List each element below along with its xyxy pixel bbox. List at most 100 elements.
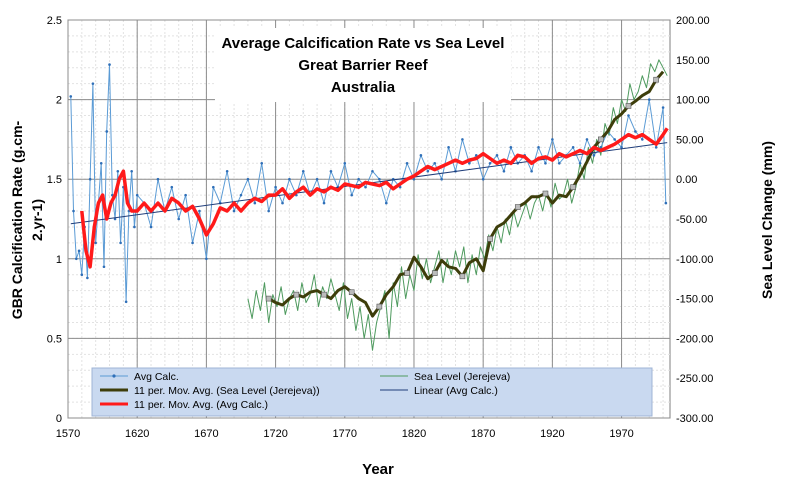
avg-calc-point [156, 177, 160, 181]
avg-calc-point [405, 161, 409, 165]
chart-title-line-1: Average Calcification Rate vs Sea Level [222, 35, 505, 52]
avg-calc-point [488, 161, 492, 165]
avg-calc-point [80, 273, 84, 277]
series-layer [69, 59, 669, 351]
x-tick-label: 1670 [194, 428, 218, 440]
y-right-tick-label: -300.00 [676, 413, 713, 425]
y-right-tick-label: -50.00 [676, 214, 707, 226]
x-tick-label: 1870 [471, 428, 495, 440]
y-left-tick-label: 0 [56, 413, 62, 425]
sea-level-ma-marker [570, 184, 576, 190]
avg-calc-point [239, 193, 243, 197]
right-axis-ticks: -300.00 -250.00 -200.00 -150.00 -100.00 -50.0… [676, 15, 713, 425]
avg-calc-point [108, 63, 111, 66]
sea-level-ma-marker [431, 270, 438, 276]
y-right-tick-label: -100.00 [676, 254, 713, 266]
avg-calc-point [502, 169, 506, 173]
avg-calc-point [212, 185, 215, 189]
avg-calc-point [72, 209, 75, 213]
y-right-tick-label: -150.00 [676, 294, 713, 306]
avg-calc-point [613, 138, 616, 141]
avg-calc-point [86, 276, 89, 280]
y-right-tick-label: 100.00 [676, 95, 710, 107]
series-line-11-per-mov-avg-sea-level-jerejeva [267, 70, 665, 318]
avg-calc-point [149, 225, 153, 229]
avg-calc-point [641, 138, 644, 141]
avg-calc-point [461, 138, 464, 141]
avg-calc-point [246, 177, 250, 181]
avg-calc-point [440, 177, 443, 181]
avg-calc-point [274, 185, 277, 189]
avg-calc-point [571, 146, 575, 149]
avg-calc-point [433, 161, 437, 165]
chart-title-line-3: Australia [331, 79, 396, 96]
avg-calc-point [99, 161, 103, 165]
avg-calc-point [544, 161, 547, 165]
avg-calc-point [557, 161, 561, 165]
avg-calc-point [384, 201, 388, 205]
legend-label: Sea Level (Jerejeva) [414, 371, 510, 383]
avg-calc-point [119, 241, 122, 245]
avg-calc-point [102, 265, 106, 269]
avg-calc-point [357, 177, 360, 181]
title-box [215, 28, 511, 102]
legend-marker [112, 374, 116, 378]
y-left-tick-label: 1 [56, 254, 62, 266]
avg-calc-point [69, 95, 73, 98]
avg-calc-point [94, 241, 97, 245]
avg-calc-point [322, 201, 326, 205]
y-right-tick-label: 200.00 [676, 15, 710, 27]
avg-calc-point [177, 217, 181, 221]
avg-calc-point [620, 146, 623, 149]
avg-calc-point [253, 201, 257, 205]
sea-level-ma-marker [459, 273, 466, 280]
x-tick-label: 1570 [56, 428, 80, 440]
avg-calc-point [661, 106, 665, 109]
avg-calc-point [116, 169, 120, 173]
avg-calc-point [495, 154, 499, 157]
avg-calc-point [350, 193, 354, 197]
avg-calc-point [288, 177, 291, 181]
avg-calc-point [551, 138, 554, 141]
avg-calc-point [267, 209, 270, 213]
avg-calc-point [481, 177, 485, 181]
x-tick-label: 1920 [540, 428, 564, 440]
avg-calc-point [198, 209, 201, 213]
avg-calc-point [419, 154, 423, 157]
y-right-tick-label: -200.00 [676, 333, 713, 345]
avg-calc-point [170, 185, 174, 189]
sea-level-ma-marker [265, 295, 272, 302]
avg-calc-point [315, 177, 319, 181]
avg-calc-point [599, 146, 603, 149]
y-left-tick-label: 2 [56, 95, 62, 107]
avg-calc-point [105, 130, 109, 133]
y-axis-left-label-line-2: 2.yr-1) [29, 199, 45, 241]
legend-box [91, 367, 653, 417]
avg-calc-point [301, 169, 305, 173]
avg-calc-point [578, 161, 582, 165]
avg-calc-point [654, 146, 658, 149]
x-tick-label: 1970 [609, 428, 633, 440]
avg-calc-point [77, 249, 81, 253]
avg-calc-point [343, 161, 347, 165]
avg-calc-point [592, 154, 596, 157]
x-tick-label: 1720 [263, 428, 287, 440]
avg-calc-point [135, 193, 139, 197]
x-tick-label: 1770 [333, 428, 357, 440]
avg-calc-point [378, 177, 381, 181]
left-axis-ticks: 0 0.5 1 1.5 2 2.5 [47, 15, 62, 425]
avg-calc-point [364, 185, 367, 189]
x-axis-ticks: 1570 1620 1670 1720 1770 1820 1870 1920 1970 [56, 428, 634, 440]
sea-level-ma-marker [542, 190, 549, 197]
legend: Avg Calc. Sea Level (Jerejeva) 11 per. Mov… [100, 371, 510, 411]
avg-calc-point [232, 209, 236, 213]
y-right-tick-label: 150.00 [676, 55, 710, 67]
avg-calc-point [130, 169, 133, 173]
legend-label: 11 per. Mov. Avg. (Avg Calc.) [134, 399, 268, 411]
x-axis-label: Year [362, 461, 394, 478]
sea-level-ma-marker [321, 291, 327, 298]
sea-level-ma-marker [514, 204, 521, 210]
avg-calc-point [447, 146, 450, 149]
avg-calc-point [88, 177, 92, 181]
y-left-tick-label: 2.5 [47, 15, 62, 27]
